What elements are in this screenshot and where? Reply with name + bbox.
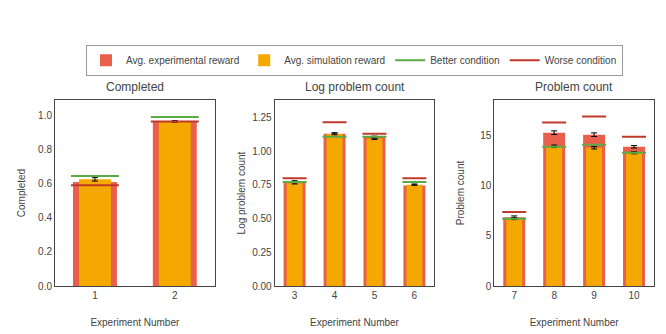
svg-text:15: 15 bbox=[480, 130, 492, 141]
svg-text:0: 0 bbox=[486, 281, 492, 292]
svg-text:Problem count: Problem count bbox=[455, 161, 466, 226]
svg-text:6: 6 bbox=[412, 290, 418, 301]
svg-text:0.00: 0.00 bbox=[252, 281, 272, 292]
svg-text:Better condition: Better condition bbox=[430, 55, 500, 66]
svg-text:5: 5 bbox=[486, 230, 492, 241]
svg-text:Experiment Number: Experiment Number bbox=[530, 317, 620, 328]
svg-text:Avg. simulation reward: Avg. simulation reward bbox=[284, 55, 385, 66]
svg-text:Experiment Number: Experiment Number bbox=[90, 317, 180, 328]
svg-text:Problem count: Problem count bbox=[535, 80, 613, 94]
svg-text:Experiment Number: Experiment Number bbox=[310, 317, 400, 328]
svg-text:0.2: 0.2 bbox=[38, 246, 52, 257]
svg-text:1.25: 1.25 bbox=[252, 112, 272, 123]
svg-text:0.25: 0.25 bbox=[252, 247, 272, 258]
svg-text:0.4: 0.4 bbox=[38, 212, 52, 223]
svg-text:1.0: 1.0 bbox=[38, 110, 52, 121]
svg-text:0.6: 0.6 bbox=[38, 178, 52, 189]
svg-text:0.50: 0.50 bbox=[252, 213, 272, 224]
svg-text:0.75: 0.75 bbox=[252, 179, 272, 190]
svg-text:3: 3 bbox=[292, 290, 298, 301]
svg-text:5: 5 bbox=[372, 290, 378, 301]
svg-text:0.0: 0.0 bbox=[38, 281, 52, 292]
svg-text:Completed: Completed bbox=[106, 80, 164, 94]
svg-text:4: 4 bbox=[332, 290, 338, 301]
svg-text:10: 10 bbox=[480, 180, 492, 191]
svg-text:10: 10 bbox=[628, 290, 640, 301]
svg-text:Worse condition: Worse condition bbox=[545, 55, 617, 66]
svg-text:Avg. experimental reward: Avg. experimental reward bbox=[126, 55, 239, 66]
svg-text:2: 2 bbox=[172, 290, 178, 301]
svg-text:Completed: Completed bbox=[16, 169, 27, 217]
svg-text:1.00: 1.00 bbox=[252, 146, 272, 157]
svg-text:7: 7 bbox=[511, 290, 517, 301]
svg-text:Log problem count: Log problem count bbox=[305, 80, 405, 94]
svg-text:0.8: 0.8 bbox=[38, 144, 52, 155]
svg-text:8: 8 bbox=[551, 290, 557, 301]
svg-text:9: 9 bbox=[591, 290, 597, 301]
svg-text:Log problem count: Log problem count bbox=[236, 151, 247, 234]
svg-text:1: 1 bbox=[92, 290, 98, 301]
